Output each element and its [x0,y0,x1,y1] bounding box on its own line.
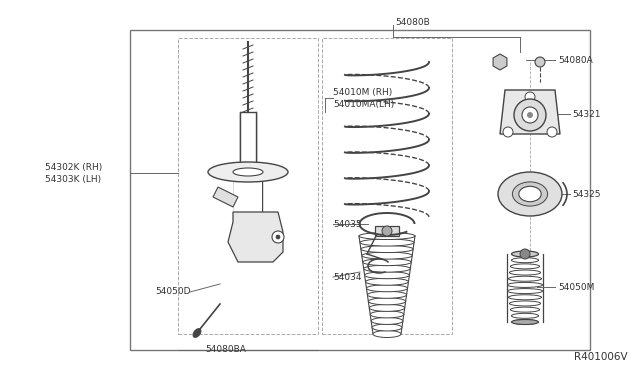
Text: 54050D: 54050D [155,288,191,296]
Ellipse shape [513,251,538,257]
Ellipse shape [367,285,408,292]
Ellipse shape [363,259,412,266]
Circle shape [503,127,513,137]
Ellipse shape [359,232,415,240]
Circle shape [522,107,538,123]
Ellipse shape [508,276,541,281]
Text: 54010MA(LH): 54010MA(LH) [333,99,394,109]
Circle shape [525,92,535,102]
Ellipse shape [511,320,538,324]
Text: 54080B: 54080B [395,17,429,26]
Ellipse shape [365,278,408,285]
Text: 54035: 54035 [333,219,362,228]
Ellipse shape [509,270,541,275]
Polygon shape [493,54,507,70]
Polygon shape [500,90,560,134]
Ellipse shape [509,301,541,306]
Circle shape [272,231,284,243]
Bar [322,38,452,334]
Ellipse shape [193,329,201,337]
Ellipse shape [511,258,539,263]
Bar [240,112,256,177]
Ellipse shape [365,272,410,279]
Bar [234,182,262,237]
Circle shape [382,226,392,236]
Ellipse shape [362,252,412,259]
Text: 54321: 54321 [572,109,600,119]
Ellipse shape [508,282,543,288]
Bar [375,226,399,236]
Ellipse shape [364,265,410,272]
Circle shape [527,112,533,118]
Circle shape [276,235,280,239]
Ellipse shape [511,264,540,269]
Bar [178,38,318,334]
Text: 54034: 54034 [333,273,362,282]
Ellipse shape [360,239,414,246]
Circle shape [520,249,530,259]
Ellipse shape [511,307,540,312]
Ellipse shape [233,168,263,176]
Ellipse shape [372,324,402,331]
Ellipse shape [513,320,538,324]
Ellipse shape [370,311,404,318]
Ellipse shape [508,295,541,300]
Ellipse shape [208,162,288,182]
Circle shape [514,99,546,131]
Ellipse shape [498,172,562,216]
Text: 54050M: 54050M [558,282,595,292]
Text: 54303K (LH): 54303K (LH) [45,174,101,183]
Circle shape [535,57,545,67]
Bar [240,112,256,177]
Polygon shape [213,187,238,207]
Ellipse shape [361,246,413,253]
Text: 54010M (RH): 54010M (RH) [333,87,392,96]
Ellipse shape [511,251,538,257]
Bar [130,30,590,350]
Circle shape [547,127,557,137]
Text: 54325: 54325 [572,189,600,199]
Ellipse shape [373,330,401,337]
Ellipse shape [369,304,404,311]
Text: 54302K (RH): 54302K (RH) [45,163,102,171]
Text: 54080BA: 54080BA [205,346,246,355]
Ellipse shape [511,313,539,318]
Ellipse shape [513,182,548,206]
Ellipse shape [519,186,541,202]
Polygon shape [228,212,283,262]
Text: R401006V: R401006V [574,352,628,362]
Ellipse shape [371,317,403,324]
Text: 54080A: 54080A [558,55,593,64]
Ellipse shape [508,289,543,294]
Ellipse shape [369,298,406,305]
Ellipse shape [367,291,406,298]
